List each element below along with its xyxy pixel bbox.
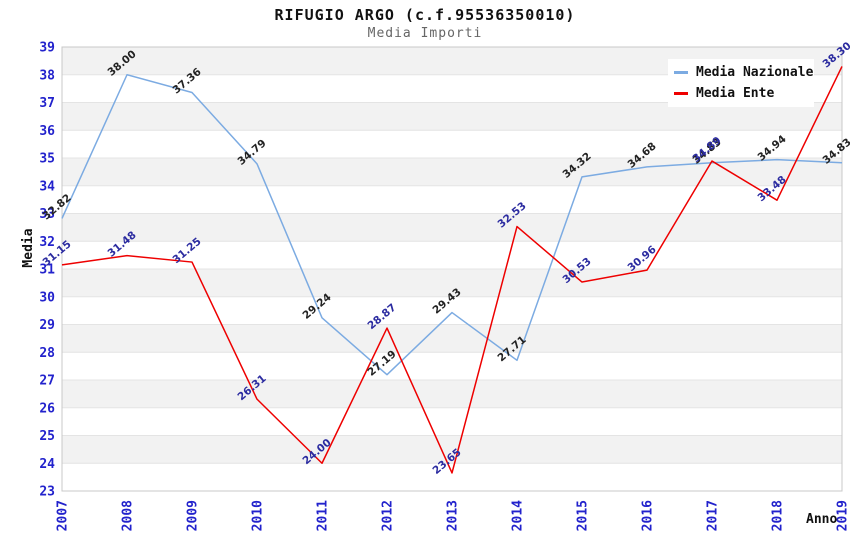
- x-tick-label: 2008: [121, 500, 136, 531]
- y-tick-label: 39: [39, 41, 55, 56]
- y-tick-label: 38: [39, 68, 55, 83]
- y-tick-label: 29: [39, 318, 55, 333]
- y-tick-label: 24: [39, 457, 55, 472]
- y-tick-label: 30: [39, 290, 55, 305]
- series-line-media-ente: [61, 66, 843, 474]
- plot-band: [62, 324, 842, 353]
- y-tick-label: 25: [39, 429, 55, 444]
- series-line-media-nazionale: [61, 74, 843, 376]
- legend-label: Media Nazionale: [696, 65, 814, 80]
- media-ente-line-swatch: [674, 92, 688, 95]
- y-tick-label: 37: [39, 96, 55, 111]
- x-tick-label: 2015: [576, 500, 591, 531]
- x-tick-label: 2014: [511, 500, 526, 531]
- x-tick-label: 2012: [381, 500, 396, 531]
- y-tick-label: 36: [39, 124, 55, 139]
- plot-band: [62, 269, 842, 297]
- y-tick-label: 23: [39, 485, 55, 500]
- legend-label: Media Ente: [696, 86, 775, 101]
- media-nazionale-line-swatch: [674, 71, 688, 74]
- plot-band: [62, 435, 842, 464]
- chart-title: RIFUGIO ARGO (c.f.95536350010): [274, 6, 576, 24]
- plot-band: [62, 102, 842, 131]
- x-tick-label: 2013: [446, 500, 461, 531]
- plot-band: [62, 213, 842, 242]
- y-axis-title: Media: [21, 228, 36, 268]
- y-tick-label: 26: [39, 401, 55, 416]
- y-tick-label: 35: [39, 152, 55, 167]
- plot-band: [62, 380, 842, 408]
- x-tick-label: 2010: [251, 500, 266, 531]
- plot-border: [61, 46, 843, 492]
- y-tick-label: 27: [39, 374, 55, 389]
- x-tick-label: 2018: [771, 500, 786, 531]
- x-tick-label: 2016: [641, 500, 656, 531]
- y-tick-label: 33: [39, 207, 55, 222]
- legend: Media Nazionale Media Ente: [668, 59, 814, 107]
- y-tick-label: 31: [39, 263, 55, 278]
- y-tick-label: 28: [39, 346, 55, 361]
- x-tick-label: 2011: [316, 500, 331, 531]
- legend-item-media-ente: Media Ente: [674, 86, 814, 101]
- x-tick-label: 2007: [56, 500, 71, 531]
- legend-item-media-nazionale: Media Nazionale: [674, 65, 814, 80]
- y-tick-label: 34: [39, 179, 55, 194]
- x-axis-title: Anno: [806, 512, 838, 527]
- chart-subtitle: Media Importi: [367, 26, 483, 41]
- x-tick-label: 2017: [706, 500, 721, 531]
- x-tick-label: 2019: [836, 500, 850, 531]
- y-tick-label: 32: [39, 235, 55, 250]
- x-tick-label: 2009: [186, 500, 201, 531]
